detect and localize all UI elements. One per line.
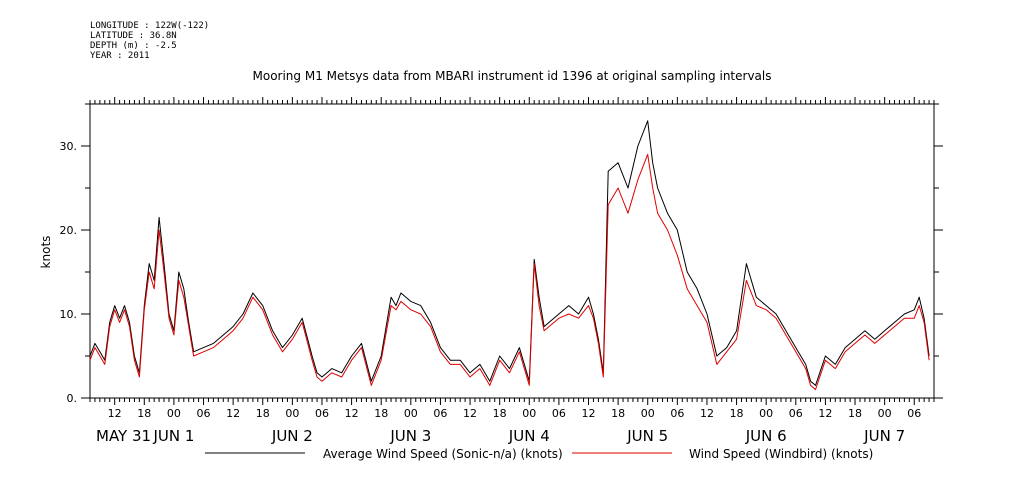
x-hour-label: 12 [108,407,122,420]
x-hour-label: 18 [611,407,625,420]
x-hour-label: 06 [907,407,921,420]
x-hour-label: 00 [641,407,655,420]
x-hour-label: 12 [345,407,359,420]
axis-tick-labels: 0. 10. 20. 30. 12 18 00 06 12 18 00 06 12 18 00 06 12 18 0… [60,140,922,445]
x-hour-label: 00 [285,407,299,420]
metadata-block: LONGITUDE : 122W(-122) LATITUDE : 36.8N … [90,21,209,61]
x-hour-label: 06 [433,407,447,420]
x-hour-label: 06 [552,407,566,420]
x-hour-label: 00 [759,407,773,420]
data-series [89,120,930,391]
meta-latitude: LATITUDE : 36.8N [90,31,177,41]
x-hour-label: 18 [730,407,744,420]
x-hour-label: 00 [522,407,536,420]
legend: Average Wind Speed (Sonic-n/a) (knots) W… [205,447,873,461]
chart-title: Mooring M1 Metsys data from MBARI instru… [253,69,772,83]
x-day-label: JUN 2 [271,427,313,445]
x-hour-label: 12 [226,407,240,420]
y-axis-label: knots [39,236,53,269]
meta-year: YEAR : 2011 [90,51,150,61]
x-hour-label: 12 [582,407,596,420]
y-tick-label: 10. [60,308,78,321]
x-day-label: JUN 6 [745,427,787,445]
x-hour-label: 06 [197,407,211,420]
x-hour-label: 18 [137,407,151,420]
x-hour-label: 12 [818,407,832,420]
axis-ticks [81,97,943,405]
legend-label-windbird: Wind Speed (Windbird) (knots) [689,447,873,461]
legend-label-sonic: Average Wind Speed (Sonic-n/a) (knots) [323,447,563,461]
x-hour-label: 12 [463,407,477,420]
x-hour-label: 06 [789,407,803,420]
x-hour-label: 18 [848,407,862,420]
y-tick-label: 20. [60,224,78,237]
x-hour-label: 06 [670,407,684,420]
series-line-sonic [89,120,930,386]
x-hour-label: 18 [256,407,270,420]
x-day-label: JUN 4 [508,427,550,445]
x-day-label: MAY 31 [96,427,151,445]
plot-frame [89,103,935,399]
x-hour-label: 00 [167,407,181,420]
x-day-label: JUN 1 [152,427,194,445]
x-hour-label: 06 [315,407,329,420]
x-hour-label: 12 [700,407,714,420]
meta-depth: DEPTH (m) : -2.5 [90,41,177,51]
x-hour-label: 18 [493,407,507,420]
x-hour-label: 18 [374,407,388,420]
x-day-label: JUN 7 [863,427,905,445]
y-tick-label: 0. [67,392,78,405]
x-hour-label: 00 [404,407,418,420]
meta-longitude: LONGITUDE : 122W(-122) [90,21,209,31]
x-day-label: JUN 5 [626,427,668,445]
x-day-label: JUN 3 [389,427,431,445]
y-tick-label: 30. [60,140,78,153]
series-line-windbird [89,153,930,391]
x-hour-label: 00 [878,407,892,420]
